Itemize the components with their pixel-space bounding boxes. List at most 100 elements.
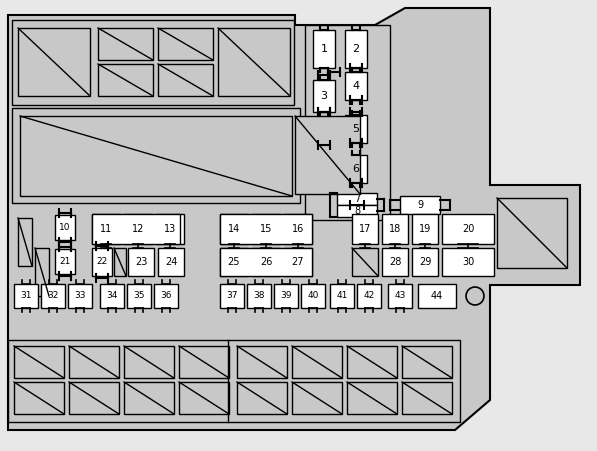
- Bar: [12, 108, 300, 203]
- Bar: [497, 198, 567, 268]
- Text: 23: 23: [135, 257, 147, 267]
- Polygon shape: [8, 8, 580, 430]
- Bar: [400, 196, 440, 214]
- Bar: [382, 248, 408, 276]
- Text: 7: 7: [354, 194, 360, 204]
- Bar: [158, 248, 184, 276]
- Bar: [305, 25, 390, 220]
- Bar: [69, 346, 119, 378]
- Bar: [218, 28, 290, 96]
- Bar: [237, 382, 287, 414]
- Bar: [252, 248, 280, 276]
- Text: 29: 29: [419, 257, 431, 267]
- Bar: [347, 346, 397, 378]
- Text: 30: 30: [462, 257, 474, 267]
- Bar: [18, 218, 32, 266]
- Text: 24: 24: [165, 257, 177, 267]
- Bar: [114, 248, 126, 276]
- Bar: [55, 215, 75, 240]
- Text: 4: 4: [352, 81, 359, 91]
- Bar: [158, 28, 213, 60]
- Bar: [292, 382, 342, 414]
- Bar: [14, 346, 64, 378]
- Bar: [220, 248, 312, 276]
- Bar: [154, 284, 178, 308]
- Bar: [68, 284, 92, 308]
- Bar: [442, 214, 494, 244]
- Bar: [92, 214, 180, 244]
- Text: 22: 22: [96, 258, 107, 267]
- Bar: [92, 248, 112, 276]
- Text: 13: 13: [164, 224, 176, 234]
- Text: 9: 9: [417, 200, 423, 210]
- Bar: [345, 72, 367, 100]
- Bar: [127, 284, 151, 308]
- Bar: [128, 248, 154, 276]
- Bar: [330, 284, 354, 308]
- Text: 37: 37: [226, 291, 238, 300]
- Bar: [220, 214, 312, 244]
- Bar: [352, 248, 378, 276]
- Bar: [124, 382, 174, 414]
- Text: 1: 1: [321, 44, 328, 54]
- Text: 19: 19: [419, 224, 431, 234]
- Text: 20: 20: [462, 224, 474, 234]
- Bar: [313, 80, 335, 112]
- Bar: [35, 248, 49, 296]
- Bar: [98, 28, 153, 60]
- Text: 14: 14: [228, 224, 240, 234]
- Bar: [156, 214, 184, 244]
- Bar: [69, 382, 119, 414]
- Text: 18: 18: [389, 224, 401, 234]
- Bar: [345, 155, 367, 183]
- Text: 36: 36: [160, 291, 172, 300]
- Bar: [158, 64, 213, 96]
- Text: 25: 25: [227, 257, 240, 267]
- Bar: [14, 382, 64, 414]
- Text: 5: 5: [352, 124, 359, 134]
- Bar: [41, 284, 65, 308]
- Bar: [14, 284, 38, 308]
- Text: 33: 33: [74, 291, 86, 300]
- Text: 16: 16: [292, 224, 304, 234]
- Bar: [98, 64, 153, 96]
- Bar: [179, 382, 229, 414]
- Bar: [357, 284, 381, 308]
- Text: 42: 42: [364, 291, 375, 300]
- Bar: [442, 248, 494, 276]
- Bar: [352, 214, 378, 244]
- Text: 11: 11: [100, 224, 112, 234]
- Text: 27: 27: [292, 257, 304, 267]
- Bar: [124, 214, 152, 244]
- Bar: [284, 214, 312, 244]
- Bar: [418, 284, 456, 308]
- Bar: [382, 214, 408, 244]
- Bar: [284, 248, 312, 276]
- Text: 43: 43: [394, 291, 406, 300]
- Bar: [347, 382, 397, 414]
- Bar: [402, 346, 452, 378]
- Bar: [18, 28, 90, 96]
- Bar: [237, 346, 287, 378]
- Text: 3: 3: [321, 91, 328, 101]
- Bar: [179, 346, 229, 378]
- Text: 38: 38: [253, 291, 264, 300]
- Text: 2: 2: [352, 44, 359, 54]
- Bar: [220, 284, 244, 308]
- Text: 35: 35: [133, 291, 144, 300]
- Bar: [8, 340, 460, 422]
- Text: 10: 10: [59, 222, 71, 231]
- Bar: [124, 346, 174, 378]
- Bar: [388, 284, 412, 308]
- Text: 12: 12: [132, 224, 144, 234]
- Bar: [100, 284, 124, 308]
- Bar: [220, 248, 248, 276]
- Bar: [313, 30, 335, 68]
- Text: 39: 39: [280, 291, 292, 300]
- Text: 44: 44: [431, 291, 443, 301]
- Bar: [412, 248, 438, 276]
- Bar: [220, 214, 248, 244]
- Text: 40: 40: [307, 291, 319, 300]
- Text: 15: 15: [260, 224, 272, 234]
- Text: 28: 28: [389, 257, 401, 267]
